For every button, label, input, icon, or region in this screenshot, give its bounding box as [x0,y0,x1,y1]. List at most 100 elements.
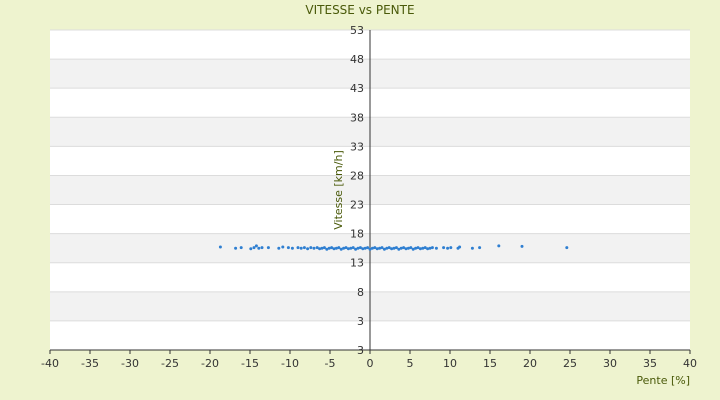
data-point [414,246,418,250]
data-point [309,246,313,250]
data-point [378,246,382,250]
data-point [363,246,367,250]
data-point [382,247,386,251]
y-tick-label: 38 [350,111,364,124]
data-point [394,246,398,250]
y-tick-label: 43 [350,82,364,95]
data-point [234,246,238,250]
data-point [390,247,394,251]
data-point [322,246,326,250]
x-tick-label: 35 [643,357,657,370]
x-tick-label: -5 [325,357,336,370]
y-tick-label: 13 [350,257,364,270]
data-point [368,247,372,251]
data-point [306,247,310,251]
data-point [497,244,501,248]
y-tick-label: 48 [350,53,364,66]
data-point [375,247,379,251]
y-axis-title: Vitesse [km/h] [332,150,345,230]
data-point [370,246,374,250]
data-point [344,246,348,250]
data-point [458,245,462,249]
x-tick-label: -30 [121,357,139,370]
data-point [387,246,391,250]
x-axis-title: Pente [%] [636,374,690,387]
data-point [318,247,322,251]
data-point [332,247,336,251]
data-point [565,246,569,250]
data-point [286,246,290,250]
data-point [356,246,360,250]
data-point [366,246,370,250]
data-point [392,246,396,250]
data-point [252,246,256,250]
data-point [402,246,406,250]
x-tick-label: 25 [563,357,577,370]
data-point [239,246,243,250]
y-tick-label: 28 [350,169,364,182]
data-point [290,246,294,250]
data-point [397,247,401,251]
data-point [399,246,403,250]
y-tick-label: 3 [357,315,364,328]
data-point [361,247,365,251]
data-point [315,246,319,250]
data-point [409,246,413,250]
x-tick-label: 0 [367,357,374,370]
data-point [302,246,306,250]
data-point [434,246,438,250]
data-point [423,246,427,250]
x-tick-label: -10 [281,357,299,370]
data-point [446,246,450,250]
chart-title: VITESSE vs PENTE [305,3,414,17]
x-tick-label: -40 [41,357,59,370]
y-tick-label: 8 [357,286,364,299]
data-point [380,246,384,250]
data-point [442,246,446,250]
x-tick-label: -25 [161,357,179,370]
data-point [346,247,350,251]
x-tick-label: 15 [483,357,497,370]
data-point [342,246,346,250]
data-point [449,246,453,250]
data-point [325,247,329,251]
data-point [277,246,281,250]
data-point [411,247,415,251]
data-point [296,246,300,250]
data-point [421,246,425,250]
data-point [385,246,389,250]
data-point [349,246,353,250]
y-tick-label: 53 [350,24,364,37]
y-tick-label: 33 [350,140,364,153]
x-tick-label: 10 [443,357,457,370]
data-point [334,246,338,250]
data-point [327,246,331,250]
data-point [330,246,334,250]
x-tick-label: 40 [683,357,697,370]
data-point [470,246,474,250]
x-tick-label: -15 [241,357,259,370]
data-point [428,246,432,250]
y-tick-label: 18 [350,228,364,241]
data-point [406,246,410,250]
data-point [354,247,358,251]
data-point [426,247,430,251]
x-tick-label: 30 [603,357,617,370]
data-point [257,246,261,250]
data-point [312,246,316,250]
data-point [358,246,362,250]
data-point [339,247,343,251]
y-tick-label: 23 [350,199,364,212]
data-point [254,244,258,248]
data-point [404,247,408,251]
data-point [478,246,482,250]
data-point [260,246,264,250]
x-tick-label: 5 [407,357,414,370]
data-point [266,246,270,250]
x-tick-label: 20 [523,357,537,370]
data-point [373,246,377,250]
data-point [416,246,420,250]
data-point [337,246,341,250]
